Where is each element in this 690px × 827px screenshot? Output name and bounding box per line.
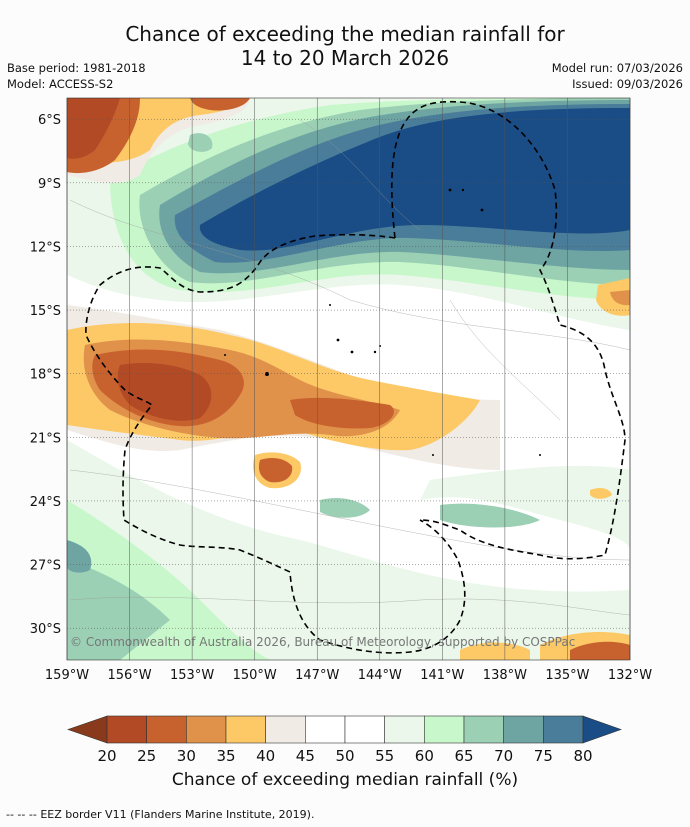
colorbar-tick: 20 <box>97 747 116 765</box>
lat-label: 21°S <box>30 431 61 446</box>
lat-label: 24°S <box>30 495 61 510</box>
colorbar: 20 25 30 35 40 45 50 55 60 65 70 75 80 <box>67 715 622 765</box>
colorbar-tick: 70 <box>494 747 513 765</box>
eez-legend-text: EEZ border V11 (Flanders Marine Institut… <box>40 808 315 821</box>
rainfall-map: © Commonwealth of Australia 2026, Bureau… <box>30 97 652 765</box>
colorbar-low-arrow <box>67 715 108 744</box>
meta-right: Model run: 07/03/2026 Issued: 09/03/2026 <box>552 60 683 92</box>
colorbar-segment <box>225 715 266 744</box>
colorbar-segment <box>265 715 306 744</box>
copyright-text: © Commonwealth of Australia 2026, Bureau… <box>70 635 575 649</box>
lat-label: 30°S <box>30 622 61 637</box>
lat-label: 18°S <box>30 368 61 383</box>
chart-title: Chance of exceeding the median rainfall … <box>0 22 690 70</box>
colorbar-tick: 30 <box>177 747 196 765</box>
colorbar-segment <box>186 715 227 744</box>
map-field: © Commonwealth of Australia 2026, Bureau… <box>67 98 630 660</box>
colorbar-segment <box>503 715 544 744</box>
lat-label: 9°S <box>38 177 61 192</box>
lon-label: 153°W <box>170 668 214 683</box>
lat-label: 15°S <box>30 304 61 319</box>
colorbar-tick: 25 <box>137 747 156 765</box>
colorbar-tick: 45 <box>296 747 315 765</box>
colorbar-tick: 50 <box>335 747 354 765</box>
colorbar-segment <box>424 715 465 744</box>
latitude-labels: 6°S 9°S 12°S 15°S 18°S 21°S 24°S 27°S 30°S <box>30 113 61 637</box>
lon-label: 156°W <box>107 668 151 683</box>
issued-date: Issued: 09/03/2026 <box>572 77 683 91</box>
colorbar-title: Chance of exceeding median rainfall (%) <box>171 770 519 790</box>
footer-legend: -- -- -- EEZ border V11 (Flanders Marine… <box>6 808 314 821</box>
lat-label: 27°S <box>30 559 61 574</box>
colorbar-tick: 60 <box>415 747 434 765</box>
colorbar-segment <box>146 715 187 744</box>
colorbar-segment <box>384 715 425 744</box>
model-run: Model run: 07/03/2026 <box>551 61 683 75</box>
title-line-2: 14 to 20 March 2026 <box>240 46 450 70</box>
lon-label: 159°W <box>45 668 89 683</box>
model-name: Model: ACCESS-S2 <box>7 77 114 91</box>
colorbar-segment <box>543 715 584 744</box>
colorbar-tick: 35 <box>216 747 235 765</box>
lon-label: 135°W <box>545 668 589 683</box>
lon-label: 132°W <box>608 668 652 683</box>
colorbar-segment <box>305 715 346 744</box>
colorbar-tick: 55 <box>375 747 394 765</box>
colorbar-segment <box>106 715 147 744</box>
lat-label: 6°S <box>38 113 61 128</box>
longitude-labels: 159°W 156°W 153°W 150°W 147°W 144°W 141°W 138°W… <box>45 668 652 683</box>
title-line-1: Chance of exceeding the median rainfall … <box>125 22 565 46</box>
colorbar-segment <box>463 715 504 744</box>
lon-label: 150°W <box>233 668 277 683</box>
colorbar-tick: 65 <box>454 747 473 765</box>
base-period: Base period: 1981-2018 <box>7 61 146 75</box>
lon-label: 138°W <box>483 668 527 683</box>
colorbar-high-arrow <box>582 715 622 744</box>
eez-legend-symbol: -- -- -- <box>6 808 37 821</box>
lon-label: 147°W <box>295 668 339 683</box>
colorbar-tick: 75 <box>534 747 553 765</box>
colorbar-segment <box>344 715 385 744</box>
lat-label: 12°S <box>30 240 61 255</box>
meta-left: Base period: 1981-2018 Model: ACCESS-S2 <box>7 60 146 92</box>
colorbar-tick: 40 <box>256 747 275 765</box>
colorbar-tick: 80 <box>573 747 592 765</box>
lon-label: 141°W <box>420 668 464 683</box>
lon-label: 144°W <box>358 668 402 683</box>
